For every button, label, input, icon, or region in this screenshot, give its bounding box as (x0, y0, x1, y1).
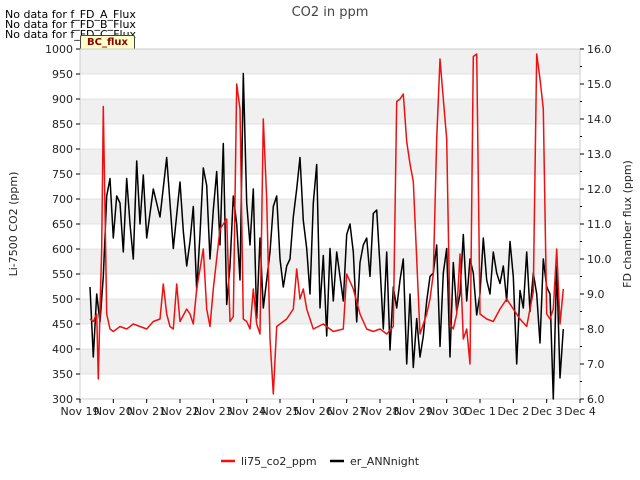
x-tick-label: Nov 26 (294, 405, 333, 418)
x-tick-label: Nov 19 (61, 405, 100, 418)
background-band (80, 99, 580, 124)
legend-label-li75-co2: li75_co2_ppm (241, 455, 317, 468)
x-tick-label: Nov 30 (427, 405, 466, 418)
x-tick-label: Dec 3 (531, 405, 563, 418)
x-tick-label: Nov 28 (361, 405, 400, 418)
background-band (80, 149, 580, 174)
y-tick-label: 1000 (45, 43, 73, 56)
y2-tick-label: 14.0 (587, 113, 612, 126)
x-tick-label: Nov 22 (161, 405, 200, 418)
y-tick-label: 750 (52, 168, 73, 181)
y-tick-label: 650 (52, 218, 73, 231)
y-tick-label: 600 (52, 243, 73, 256)
y-tick-label: 850 (52, 118, 73, 131)
y2-tick-label: 7.0 (587, 358, 605, 371)
y2-tick-label: 6.0 (587, 393, 605, 406)
y2-tick-label: 8.0 (587, 323, 605, 336)
x-tick-label: Dec 2 (497, 405, 529, 418)
y2-tick-label: 10.0 (587, 253, 612, 266)
y-tick-label: 900 (52, 93, 73, 106)
er-annnight-line (89, 72, 565, 400)
legend-label-er-annnight: er_ANNnight (350, 455, 420, 468)
y2-tick-label: 13.0 (587, 148, 612, 161)
y2-tick-label: 15.0 (587, 78, 612, 91)
x-tick-label: Nov 25 (261, 405, 300, 418)
y-tick-label: 400 (52, 343, 73, 356)
y-tick-label: 800 (52, 143, 73, 156)
background-band (80, 199, 580, 224)
background-band (80, 49, 580, 74)
background-band (80, 349, 580, 374)
no-data-notice-b: No data for f_FD_B_Flux (5, 18, 136, 31)
y-tick-label: 550 (52, 268, 73, 281)
y-tick-label: 300 (52, 393, 73, 406)
x-tick-label: Nov 24 (227, 405, 266, 418)
chart-title: CO2 in ppm (292, 5, 369, 20)
x-tick-label: Dec 4 (564, 405, 596, 418)
y2-tick-label: 9.0 (587, 288, 605, 301)
x-tick-label: Nov 21 (127, 405, 166, 418)
y2-tick-label: 12.0 (587, 183, 612, 196)
background-band (80, 299, 580, 324)
y2-tick-label: 16.0 (587, 43, 612, 56)
x-tick-label: Dec 1 (464, 405, 496, 418)
y-tick-label: 350 (52, 368, 73, 381)
y-tick-label: 700 (52, 193, 73, 206)
x-tick-label: Nov 23 (194, 405, 233, 418)
x-tick-label: Nov 20 (94, 405, 133, 418)
y-axis-label: Li-7500 CO2 (ppm) (7, 172, 20, 277)
no-data-notice-c: No data for f_FD_C_Flux (5, 28, 137, 41)
y-tick-label: 950 (52, 68, 73, 81)
x-tick-label: Nov 27 (327, 405, 366, 418)
y-tick-label: 500 (52, 293, 73, 306)
no-data-notice-a: No data for f_FD_A_Flux (5, 8, 136, 21)
x-tick-label: Nov 29 (394, 405, 433, 418)
y2-tick-label: 11.0 (587, 218, 612, 231)
li75-co2-line (89, 53, 565, 395)
y2-axis-label: FD chamber flux (ppm) (621, 160, 634, 288)
y-tick-label: 450 (52, 318, 73, 331)
